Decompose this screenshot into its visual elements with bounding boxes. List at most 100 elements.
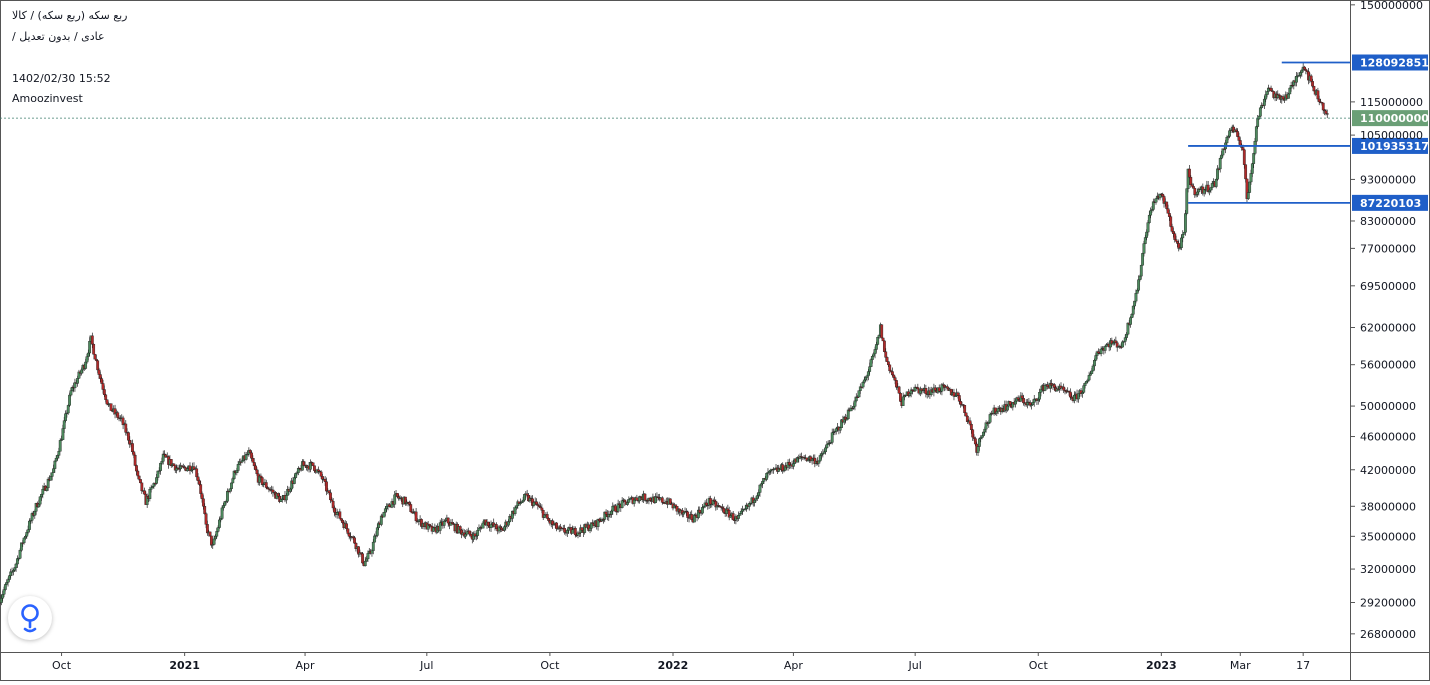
price-tick-label: 35000000 — [1360, 530, 1416, 543]
candle-down — [880, 324, 884, 339]
candle-up — [901, 396, 905, 406]
candle-up — [371, 541, 375, 551]
time-axis[interactable]: Oct 2021 Apr Jul Oct 2022 Apr Jul Oct 2023 Mar 17 — [52, 652, 1310, 672]
candle-up — [366, 553, 370, 560]
price-tick-label: 26800000 — [1360, 628, 1416, 641]
candle-down — [500, 527, 504, 531]
candle-up — [1089, 373, 1092, 376]
candle-down — [93, 354, 97, 360]
candle-up — [1123, 337, 1127, 342]
candle-up — [61, 428, 65, 440]
candle-down — [260, 477, 264, 485]
candle-up — [14, 563, 18, 568]
candle-up — [52, 468, 55, 473]
candle-up — [1262, 98, 1266, 106]
candle-up — [1145, 231, 1149, 238]
candle-down — [139, 479, 142, 484]
candle-up — [50, 472, 54, 477]
candle-up — [682, 512, 686, 515]
candle-down — [353, 537, 356, 544]
candle-down — [105, 399, 109, 405]
candle-up — [159, 462, 162, 471]
candle-down — [668, 498, 672, 505]
candle-up — [40, 494, 43, 498]
candle-down — [140, 482, 144, 492]
candle-down — [892, 374, 896, 378]
candle-up — [0, 597, 3, 604]
candle-up — [288, 488, 292, 492]
candle-down — [623, 499, 627, 503]
candle-up — [571, 529, 575, 534]
candle-down — [94, 358, 98, 361]
candle-down — [956, 392, 960, 396]
price-level-label: 128092851 — [1360, 56, 1429, 69]
candle-down — [1241, 147, 1245, 151]
candle-up — [216, 527, 220, 532]
candle-up — [481, 522, 485, 529]
candle-up — [235, 470, 239, 474]
candle-down — [722, 508, 726, 513]
time-tick-label: Oct — [540, 659, 560, 672]
candle-up — [382, 512, 386, 518]
candle-down — [972, 436, 976, 439]
candle-up — [1131, 305, 1135, 315]
candle-up — [240, 460, 244, 463]
candle-up — [738, 513, 742, 516]
candle-down — [887, 361, 890, 366]
candle-up — [865, 375, 869, 378]
candle-up — [370, 550, 374, 554]
candle-down — [323, 479, 327, 482]
candle-down — [333, 507, 336, 513]
candle-up — [1090, 370, 1094, 374]
candle-up — [620, 500, 624, 508]
candle-up — [309, 462, 312, 470]
candle-up — [1081, 392, 1084, 394]
candle-down — [90, 335, 94, 345]
candle-up — [215, 531, 219, 537]
candle-down — [973, 438, 977, 445]
candle-up — [363, 560, 367, 567]
candle-down — [92, 343, 96, 355]
candle-up — [1181, 234, 1185, 239]
price-level-label-bg — [1352, 137, 1428, 154]
candle-up — [85, 356, 89, 363]
candle-down — [881, 337, 885, 342]
tradingview-logo[interactable] — [8, 596, 52, 640]
candle-up — [292, 477, 296, 484]
candle-up — [38, 496, 42, 505]
candle-up — [1099, 348, 1103, 354]
candle-up — [864, 377, 868, 381]
candle-down — [313, 465, 316, 471]
candle-up — [1248, 181, 1252, 193]
candle-down — [726, 508, 730, 511]
candle-down — [468, 530, 472, 535]
candle-down — [705, 502, 708, 506]
candle-up — [24, 536, 27, 539]
candle-up — [1141, 253, 1145, 266]
candle-down — [1022, 398, 1025, 404]
support-resistance-levels[interactable]: 128092851 101935317 87220103 110000000 — [0, 54, 1429, 211]
candle-up — [701, 507, 704, 514]
candle-up — [438, 522, 442, 531]
candle-up — [68, 394, 71, 406]
candle-down — [535, 501, 538, 505]
time-tick-label: Apr — [784, 659, 804, 672]
candle-down — [311, 462, 315, 466]
candle-down — [327, 490, 331, 493]
candle-up — [1154, 198, 1158, 203]
candle-down — [1020, 395, 1024, 399]
price-axis[interactable]: 150000000 115000000 105000000 93000000 83000… — [1350, 0, 1423, 641]
candle-up — [852, 406, 856, 409]
candle-up — [1228, 130, 1231, 137]
candle-down — [551, 520, 554, 525]
candle-down — [781, 464, 785, 472]
candle-up — [1072, 394, 1076, 401]
candle-up — [15, 558, 19, 565]
candle-up — [874, 344, 878, 350]
candle-up — [627, 499, 631, 503]
candle-up — [161, 453, 165, 462]
candle-down — [971, 429, 975, 438]
